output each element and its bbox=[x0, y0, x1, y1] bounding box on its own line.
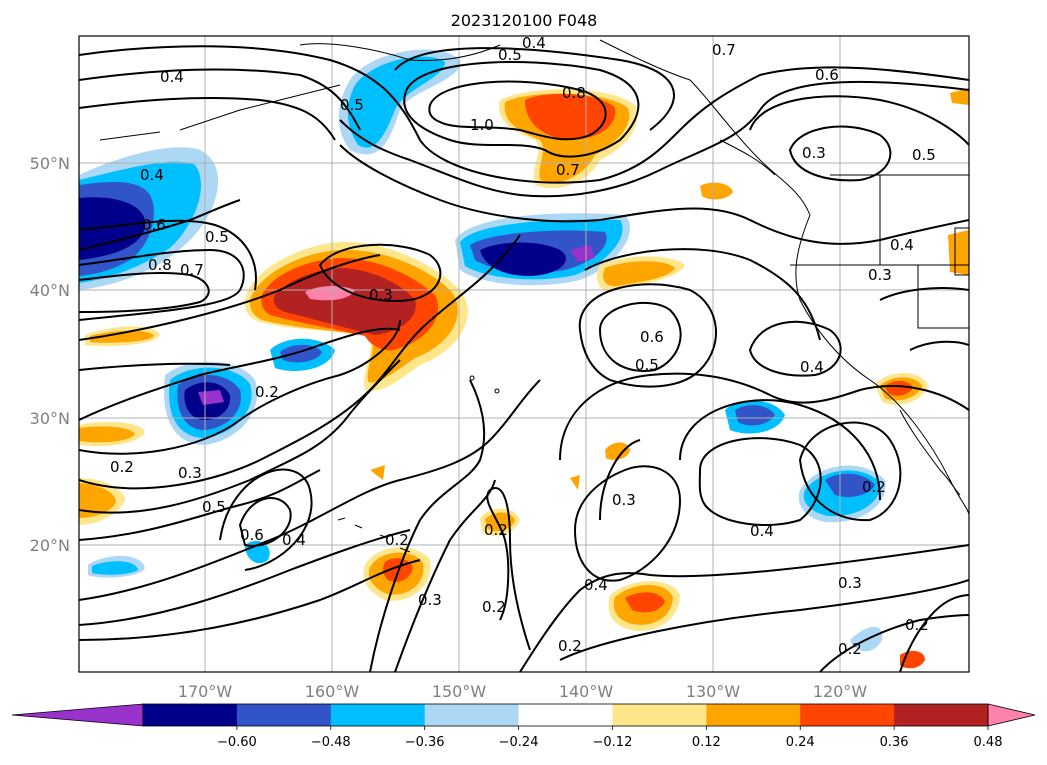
colorbar-segment bbox=[236, 704, 332, 726]
contour-label: 0.5 bbox=[635, 356, 659, 374]
lon-label: 150°W bbox=[432, 682, 487, 701]
contour-label: 0.3 bbox=[369, 286, 393, 304]
contour-label: 0.6 bbox=[815, 66, 839, 84]
contour-label: 0.2 bbox=[838, 640, 862, 658]
map-frame bbox=[78, 35, 970, 673]
colorbar: −0.60 −0.48 −0.36 −0.24 −0.12 0.12 0.24 0.36 0.4… bbox=[11, 703, 1036, 750]
contour-labels: 0.4 0.5 0.4 0.7 0.6 0.8 1.0 0.7 0.5 0.3 … bbox=[110, 34, 936, 658]
contour-label: 0.6 bbox=[240, 526, 264, 544]
contour-label: 0.4 bbox=[160, 68, 184, 86]
contour-label: 0.2 bbox=[255, 383, 279, 401]
contour-label: 0.5 bbox=[912, 146, 936, 164]
contour-label: 0.3 bbox=[838, 574, 862, 592]
contour-label: 0.2 bbox=[484, 521, 508, 539]
lat-label: 50°N bbox=[30, 154, 70, 173]
lon-label: 160°W bbox=[305, 682, 360, 701]
lat-label: 40°N bbox=[30, 281, 70, 300]
contour-label: 0.3 bbox=[802, 144, 826, 162]
colorbar-tick-label: −0.60 bbox=[217, 735, 257, 750]
contour-label: 0.2 bbox=[905, 616, 929, 634]
contour-label: 0.3 bbox=[178, 464, 202, 482]
colorbar-extend-left bbox=[11, 703, 144, 727]
contour-label: 0.7 bbox=[712, 41, 736, 59]
contour-label: 0.8 bbox=[148, 256, 172, 274]
contour-label: 0.5 bbox=[202, 498, 226, 516]
colorbar-tick-label: 0.48 bbox=[974, 735, 1003, 750]
map-area: 0.4 0.5 0.4 0.7 0.6 0.8 1.0 0.7 0.5 0.3 … bbox=[79, 34, 969, 672]
colorbar-tick-label: 0.12 bbox=[692, 735, 721, 750]
lon-label: 120°W bbox=[813, 682, 868, 701]
latitude-labels: 50°N 40°N 30°N 20°N bbox=[30, 154, 70, 555]
contour-label: 0.4 bbox=[800, 358, 824, 376]
contour-label: 1.0 bbox=[470, 116, 494, 134]
contour-label: 0.7 bbox=[556, 161, 580, 179]
colorbar-tick-label: 0.24 bbox=[786, 735, 815, 750]
contour-label: 0.6 bbox=[640, 328, 664, 346]
contour-label: 0.5 bbox=[498, 46, 522, 64]
colorbar-segment bbox=[143, 704, 238, 726]
colorbar-segment bbox=[518, 704, 613, 726]
colorbar-tick-label: −0.36 bbox=[405, 735, 445, 750]
contour-label: 0.4 bbox=[140, 166, 164, 184]
contour-label: 0.4 bbox=[282, 531, 306, 549]
contour-label: 0.4 bbox=[522, 34, 546, 52]
colorbar-extend-right bbox=[987, 703, 1036, 727]
colorbar-tick-label: 0.36 bbox=[880, 735, 909, 750]
colorbar-segment bbox=[330, 704, 426, 726]
colorbar-tick-label: −0.48 bbox=[311, 735, 351, 750]
lat-label: 30°N bbox=[30, 409, 70, 428]
contour-label: 0.4 bbox=[890, 236, 914, 254]
colorbar-segment bbox=[800, 704, 895, 726]
contour-label: 0.4 bbox=[750, 522, 774, 540]
contour-label: 0.2 bbox=[558, 637, 582, 655]
lon-label: 130°W bbox=[686, 682, 741, 701]
contour-label: 0.6 bbox=[142, 216, 166, 234]
contour-label: 0.7 bbox=[180, 261, 204, 279]
contour-label: 0.3 bbox=[868, 266, 892, 284]
colorbar-tick-label: −0.12 bbox=[593, 735, 633, 750]
contour-label: 0.2 bbox=[110, 458, 134, 476]
map-title: 2023120100 F048 bbox=[451, 11, 598, 30]
contour-label: 0.3 bbox=[612, 491, 636, 509]
colorbar-segment bbox=[894, 704, 989, 726]
contour-lines bbox=[79, 45, 969, 672]
contour-label: 0.4 bbox=[584, 576, 608, 594]
lat-label: 20°N bbox=[30, 536, 70, 555]
contour-label: 0.8 bbox=[562, 84, 586, 102]
contour-label: 0.5 bbox=[340, 96, 364, 114]
colorbar-segment bbox=[612, 704, 707, 726]
contour-label: 0.2 bbox=[482, 598, 506, 616]
contour-label: 0.2 bbox=[385, 531, 409, 549]
contour-label: 0.5 bbox=[205, 228, 229, 246]
colorbar-tick-label: −0.24 bbox=[499, 735, 539, 750]
contour-label: 0.3 bbox=[418, 591, 442, 609]
lon-label: 170°W bbox=[178, 682, 233, 701]
lon-label: 140°W bbox=[559, 682, 614, 701]
contour-label: 0.2 bbox=[862, 478, 886, 496]
colorbar-segment bbox=[706, 704, 801, 726]
colorbar-frame bbox=[142, 703, 989, 727]
longitude-labels: 170°W 160°W 150°W 140°W 130°W 120°W bbox=[178, 682, 868, 701]
colorbar-segment bbox=[424, 704, 520, 726]
